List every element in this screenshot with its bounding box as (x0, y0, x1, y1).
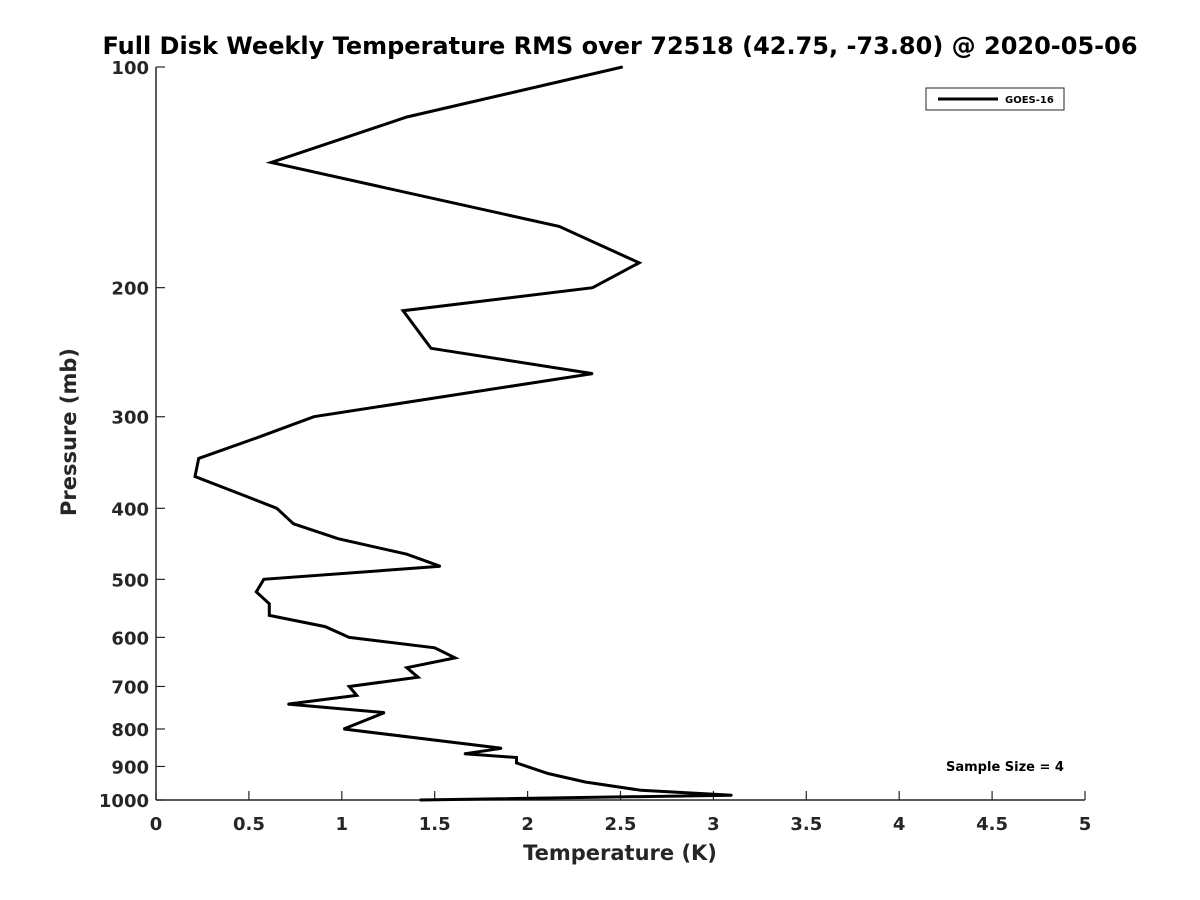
data-point (240, 493, 243, 496)
series-line-goes-16 (193, 65, 733, 802)
data-point (500, 747, 503, 750)
data-point (383, 711, 386, 714)
data-point (342, 728, 345, 730)
data-point (348, 685, 351, 688)
data-point (439, 565, 442, 568)
data-point (406, 553, 408, 555)
legend-entry: GOES-16 (1005, 95, 1054, 106)
data-point (268, 614, 271, 617)
data-point (270, 161, 273, 164)
y-axis-label: Pressure (mb) (57, 348, 81, 516)
y-tick-label: 300 (111, 408, 149, 429)
legend: GOES-16 (925, 87, 1065, 111)
y-tick-label: 200 (111, 279, 149, 300)
data-point (591, 372, 594, 375)
data-point (263, 578, 265, 581)
y-tick-label: 800 (111, 720, 149, 741)
x-tick-label: 2 (521, 814, 534, 835)
y-tick-label: 1000 (99, 791, 149, 812)
data-point (621, 66, 624, 68)
data-point (515, 762, 518, 764)
data-point (276, 507, 278, 510)
y-tick-label: 500 (111, 570, 149, 591)
y-axis-ticks: 100 200 300 400 500 600 700 800 900 1000 (99, 58, 165, 812)
data-point (584, 781, 586, 783)
data-series (193, 65, 733, 802)
y-tick-label: 600 (111, 628, 149, 649)
data-point (194, 475, 196, 478)
data-point (402, 309, 404, 312)
sample-size-annotation: Sample Size = 4 (946, 760, 1064, 775)
data-point (355, 694, 358, 697)
x-axis-ticks: 0 0.5 1 1.5 2 2.5 3 3.5 4 4.5 5 (150, 791, 1092, 835)
x-tick-label: 1.5 (419, 814, 451, 835)
data-point (463, 753, 466, 755)
data-point (640, 789, 642, 792)
data-point (430, 347, 432, 350)
x-tick-label: 4.5 (976, 814, 1008, 835)
data-point (287, 703, 289, 705)
data-point (324, 625, 326, 628)
data-point (638, 262, 640, 264)
data-point (406, 666, 408, 669)
data-point (454, 657, 456, 659)
data-point (558, 225, 560, 228)
data-point (591, 286, 594, 289)
x-tick-label: 1 (336, 814, 349, 835)
x-tick-label: 0 (150, 814, 163, 835)
x-tick-label: 3 (707, 814, 720, 835)
x-tick-label: 2.5 (605, 814, 637, 835)
data-point (348, 636, 351, 639)
data-point (257, 436, 260, 439)
data-point (417, 676, 419, 678)
x-tick-label: 0.5 (233, 814, 265, 835)
data-point (419, 799, 421, 801)
x-tick-label: 3.5 (790, 814, 822, 835)
data-point (433, 647, 436, 649)
data-point (292, 523, 295, 525)
data-point (406, 116, 408, 118)
chart-title: Full Disk Weekly Temperature RMS over 72… (102, 32, 1137, 60)
data-point (731, 794, 733, 796)
data-point (255, 591, 258, 593)
data-point (337, 537, 339, 540)
data-point (268, 603, 271, 605)
x-axis-label: Temperature (K) (523, 841, 717, 865)
y-tick-label: 100 (111, 58, 149, 79)
y-tick-label: 400 (111, 499, 149, 520)
y-tick-label: 700 (111, 677, 149, 698)
plot-axes (155, 67, 1085, 801)
y-tick-label: 900 (111, 757, 149, 778)
x-tick-label: 5 (1079, 814, 1092, 835)
data-point (515, 756, 518, 759)
data-point (313, 415, 315, 418)
data-point (197, 457, 200, 460)
data-point (547, 772, 549, 775)
x-tick-label: 4 (893, 814, 906, 835)
